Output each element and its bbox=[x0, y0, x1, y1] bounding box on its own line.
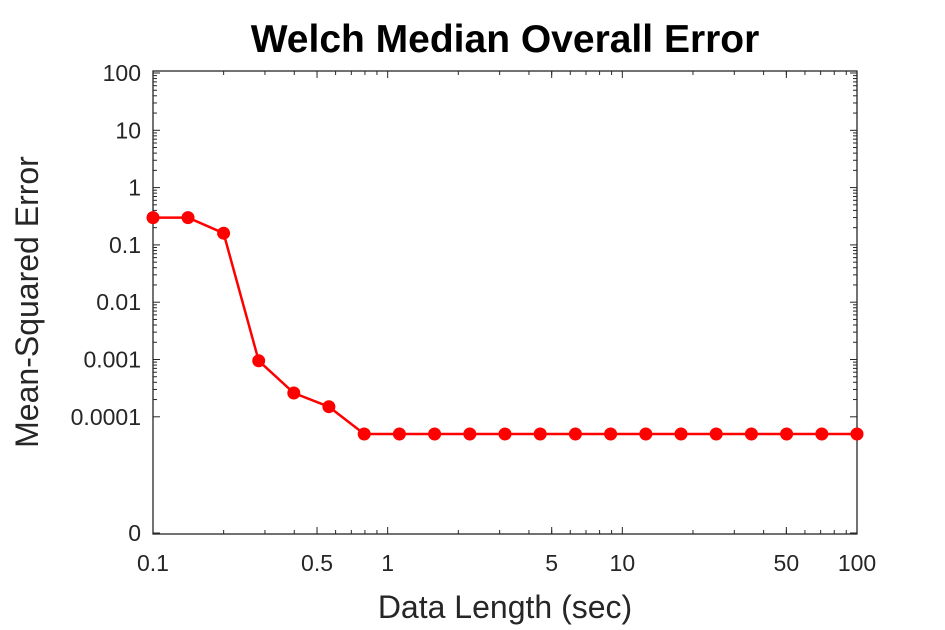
data-point bbox=[533, 427, 547, 441]
data-point bbox=[322, 400, 336, 414]
data-point bbox=[181, 211, 195, 225]
y-axis-label: Mean-Squared Error bbox=[9, 156, 45, 448]
x-axis: 0.1 0.5 1 5 10 50 100 bbox=[137, 71, 876, 576]
plot-frame bbox=[152, 70, 858, 535]
data-point bbox=[146, 211, 160, 225]
data-point bbox=[780, 427, 794, 441]
data-point bbox=[428, 427, 442, 441]
x-tick-label: 5 bbox=[545, 550, 558, 576]
data-point bbox=[463, 427, 477, 441]
data-point bbox=[252, 354, 266, 368]
x-axis-label: Data Length (sec) bbox=[378, 589, 632, 625]
data-point bbox=[604, 427, 618, 441]
series-group bbox=[146, 211, 864, 441]
x-tick-label: 100 bbox=[838, 550, 876, 576]
series-line bbox=[153, 216, 857, 436]
data-point bbox=[568, 427, 582, 441]
data-point bbox=[357, 427, 371, 441]
y-tick-label: 100 bbox=[103, 60, 141, 86]
data-point bbox=[639, 427, 653, 441]
x-tick-label: 0.1 bbox=[137, 550, 169, 576]
data-point bbox=[287, 386, 301, 400]
y-tick-label: 0.0001 bbox=[71, 404, 141, 430]
y-tick-label: 10 bbox=[115, 117, 141, 143]
y-tick-label: 0.001 bbox=[83, 347, 141, 373]
x-tick-label: 0.5 bbox=[301, 550, 333, 576]
y-tick-label: 0.01 bbox=[96, 289, 141, 315]
data-point bbox=[392, 427, 406, 441]
x-tick-label: 10 bbox=[610, 550, 636, 576]
data-point bbox=[674, 427, 688, 441]
x-tick-label: 1 bbox=[381, 550, 394, 576]
data-point bbox=[815, 427, 829, 441]
y-tick-label: 1 bbox=[128, 175, 141, 201]
data-point bbox=[850, 427, 864, 441]
data-point bbox=[498, 427, 512, 441]
data-point bbox=[217, 226, 231, 240]
chart-title: Welch Median Overall Error bbox=[251, 18, 760, 61]
data-point bbox=[709, 427, 723, 441]
data-point bbox=[744, 427, 758, 441]
y-tick-label: 0.1 bbox=[109, 232, 141, 258]
x-tick-label: 50 bbox=[774, 550, 800, 576]
y-tick-label: 0 bbox=[128, 520, 141, 546]
y-axis: 0 0.0001 0.001 0.01 0.1 1 10 100 bbox=[71, 60, 857, 546]
